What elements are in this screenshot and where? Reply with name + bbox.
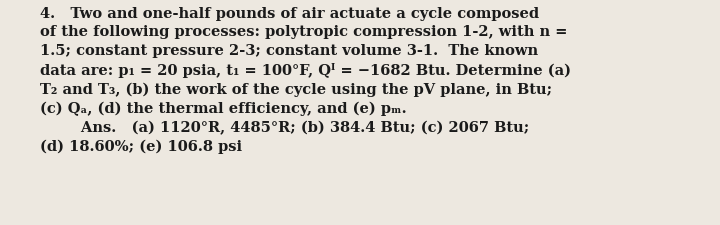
Text: 4.   Two and one-half pounds of air actuate a cycle composed
of the following pr: 4. Two and one-half pounds of air actuat… [40,7,571,155]
